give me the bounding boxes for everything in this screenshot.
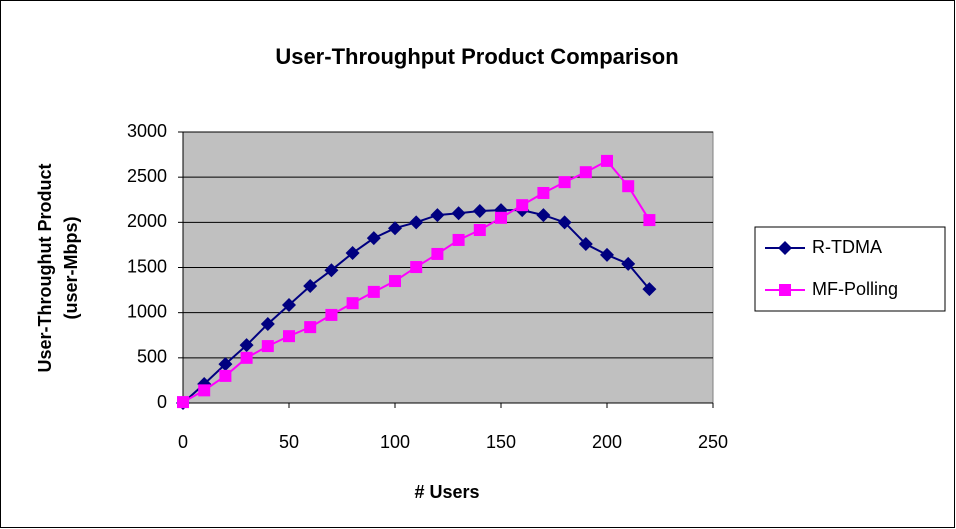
- marker: [622, 180, 635, 193]
- x-tick-label: 100: [380, 432, 410, 452]
- marker: [239, 338, 254, 353]
- marker: [430, 208, 445, 223]
- marker: [367, 285, 380, 298]
- marker: [346, 297, 359, 310]
- y-axis-label: (user-Mbps): [61, 216, 81, 319]
- marker: [198, 384, 211, 397]
- y-tick-label: 2000: [127, 211, 167, 231]
- marker: [366, 231, 381, 246]
- y-axis-label: User-Throughut Product: [35, 164, 55, 373]
- legend-marker: [779, 284, 791, 296]
- marker: [389, 275, 401, 288]
- legend-marker: [778, 241, 792, 255]
- marker: [283, 330, 295, 343]
- legend-label: MF-Polling: [812, 279, 898, 299]
- x-tick-label: 0: [178, 432, 188, 452]
- marker: [600, 247, 614, 262]
- marker: [261, 340, 274, 353]
- y-tick-label: 1500: [127, 256, 167, 276]
- legend-label: R-TDMA: [812, 237, 882, 257]
- marker: [303, 279, 318, 294]
- marker: [621, 256, 636, 271]
- marker: [431, 247, 444, 260]
- marker: [642, 282, 657, 297]
- chart-title: User-Throughput Product Comparison: [275, 44, 678, 69]
- y-tick-label: 0: [157, 392, 167, 412]
- marker: [578, 237, 593, 252]
- marker: [536, 208, 551, 223]
- x-tick-label: 50: [279, 432, 299, 452]
- marker: [388, 221, 402, 236]
- marker: [495, 211, 507, 224]
- marker: [410, 261, 423, 274]
- marker: [345, 246, 360, 261]
- marker: [537, 186, 550, 199]
- x-axis-label: # Users: [414, 482, 479, 502]
- marker: [304, 321, 317, 334]
- marker: [516, 199, 529, 212]
- marker: [409, 215, 424, 230]
- marker: [557, 215, 572, 230]
- marker: [451, 206, 466, 221]
- marker: [452, 233, 465, 246]
- x-tick-label: 250: [698, 432, 728, 452]
- y-tick-label: 2500: [127, 166, 167, 186]
- marker: [219, 369, 232, 382]
- marker: [579, 166, 592, 179]
- marker: [601, 154, 613, 167]
- marker: [218, 357, 233, 372]
- marker: [240, 351, 253, 364]
- y-tick-label: 3000: [127, 121, 167, 141]
- marker: [177, 396, 189, 409]
- marker: [473, 224, 486, 237]
- y-tick-label: 1000: [127, 301, 167, 321]
- x-tick-label: 200: [592, 432, 622, 452]
- marker: [558, 176, 571, 189]
- legend: [754, 226, 946, 312]
- marker: [472, 204, 487, 219]
- marker: [260, 316, 275, 331]
- marker: [282, 297, 296, 312]
- y-tick-label: 500: [137, 347, 167, 367]
- marker: [325, 308, 338, 321]
- marker: [324, 263, 339, 278]
- marker: [643, 214, 656, 227]
- x-tick-label: 150: [486, 432, 516, 452]
